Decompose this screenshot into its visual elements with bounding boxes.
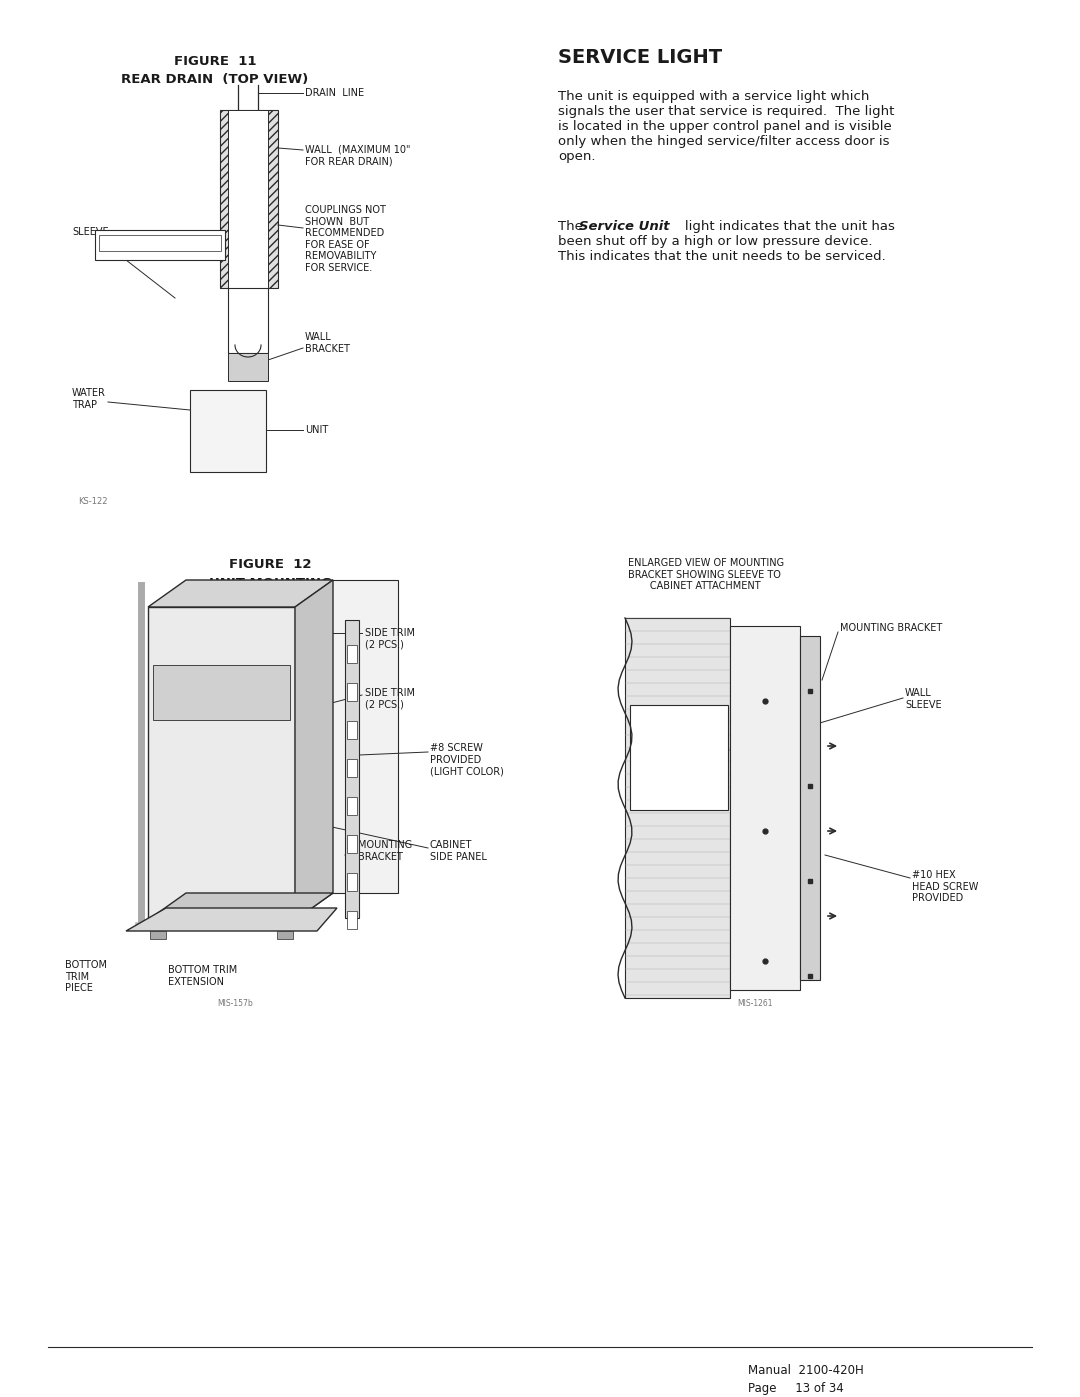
Bar bbox=[148, 608, 295, 921]
Text: SLEEVE: SLEEVE bbox=[72, 226, 109, 237]
Bar bbox=[276, 930, 293, 939]
Text: UNIT: UNIT bbox=[305, 425, 328, 434]
Text: Manual  2100-420H: Manual 2100-420H bbox=[748, 1363, 864, 1377]
Text: The                        light indicates that the unit has
been shut off by a : The light indicates that the unit has be… bbox=[558, 219, 895, 263]
Bar bbox=[347, 835, 357, 854]
Text: WALL  (MAXIMUM 10"
FOR REAR DRAIN): WALL (MAXIMUM 10" FOR REAR DRAIN) bbox=[305, 145, 410, 166]
Bar bbox=[228, 353, 268, 381]
Bar bbox=[347, 645, 357, 664]
Bar bbox=[730, 626, 800, 990]
Bar bbox=[228, 110, 268, 288]
Text: ENLARGED VIEW OF MOUNTING
BRACKET SHOWING SLEEVE TO
       CABINET ATTACHMENT: ENLARGED VIEW OF MOUNTING BRACKET SHOWIN… bbox=[627, 557, 784, 591]
Text: #8 SCREW
PROVIDED
(LIGHT COLOR): #8 SCREW PROVIDED (LIGHT COLOR) bbox=[430, 743, 504, 777]
Text: MIS-1261: MIS-1261 bbox=[738, 999, 773, 1007]
Polygon shape bbox=[148, 893, 333, 921]
Text: DRAIN  LINE: DRAIN LINE bbox=[305, 88, 364, 98]
Text: CABINET
SIDE PANEL: CABINET SIDE PANEL bbox=[430, 840, 487, 862]
Bar bbox=[153, 665, 291, 719]
Bar bbox=[345, 620, 359, 918]
Text: Page     13 of 34: Page 13 of 34 bbox=[748, 1382, 843, 1396]
Text: WATER
TRAP: WATER TRAP bbox=[72, 388, 106, 409]
Bar bbox=[190, 390, 266, 472]
Text: SIDE TRIM
(2 PCS.): SIDE TRIM (2 PCS.) bbox=[365, 629, 415, 650]
Text: BOTTOM TRIM
EXTENSION: BOTTOM TRIM EXTENSION bbox=[168, 965, 238, 986]
Text: COUPLINGS NOT
SHOWN  BUT
RECOMMENDED
FOR EASE OF
REMOVABILITY
FOR SERVICE.: COUPLINGS NOT SHOWN BUT RECOMMENDED FOR … bbox=[305, 205, 386, 272]
Text: KS-122: KS-122 bbox=[78, 497, 108, 507]
Bar bbox=[228, 288, 268, 353]
Bar bbox=[625, 617, 730, 997]
Text: REAR DRAIN  (TOP VIEW): REAR DRAIN (TOP VIEW) bbox=[121, 73, 309, 87]
Text: WALL
BRACKET: WALL BRACKET bbox=[305, 332, 350, 353]
Text: SIDE TRIM
(2 PCS.): SIDE TRIM (2 PCS.) bbox=[365, 687, 415, 710]
Polygon shape bbox=[126, 908, 337, 930]
Text: MOUNTING
BRACKET: MOUNTING BRACKET bbox=[357, 840, 413, 862]
Text: The unit is equipped with a service light which
signals the user that service is: The unit is equipped with a service ligh… bbox=[558, 89, 894, 163]
Text: WALL
SLEEVE: WALL SLEEVE bbox=[905, 687, 942, 710]
Text: FIGURE  12: FIGURE 12 bbox=[229, 557, 311, 571]
Text: UNIT MOUNTING: UNIT MOUNTING bbox=[208, 577, 332, 590]
Bar bbox=[150, 930, 166, 939]
Bar bbox=[347, 759, 357, 777]
Bar bbox=[347, 798, 357, 814]
Text: MIS-157b: MIS-157b bbox=[217, 999, 253, 1007]
Text: SERVICE LIGHT: SERVICE LIGHT bbox=[558, 47, 723, 67]
Text: Service Unit: Service Unit bbox=[579, 219, 670, 233]
Bar bbox=[630, 705, 728, 810]
Text: #10 HEX
HEAD SCREW
PROVIDED: #10 HEX HEAD SCREW PROVIDED bbox=[912, 870, 978, 904]
Bar bbox=[347, 721, 357, 739]
Bar bbox=[95, 231, 225, 260]
Polygon shape bbox=[295, 580, 333, 921]
Bar bbox=[800, 636, 820, 981]
Polygon shape bbox=[186, 580, 399, 893]
Bar bbox=[347, 683, 357, 701]
Polygon shape bbox=[148, 580, 333, 608]
Bar bbox=[220, 110, 278, 288]
Text: MOUNTING BRACKET: MOUNTING BRACKET bbox=[840, 623, 942, 633]
Bar bbox=[347, 873, 357, 891]
Text: BOTTOM
TRIM
PIECE: BOTTOM TRIM PIECE bbox=[65, 960, 107, 993]
Bar bbox=[99, 235, 221, 251]
Text: FIGURE  11: FIGURE 11 bbox=[174, 54, 256, 68]
Bar bbox=[347, 911, 357, 929]
